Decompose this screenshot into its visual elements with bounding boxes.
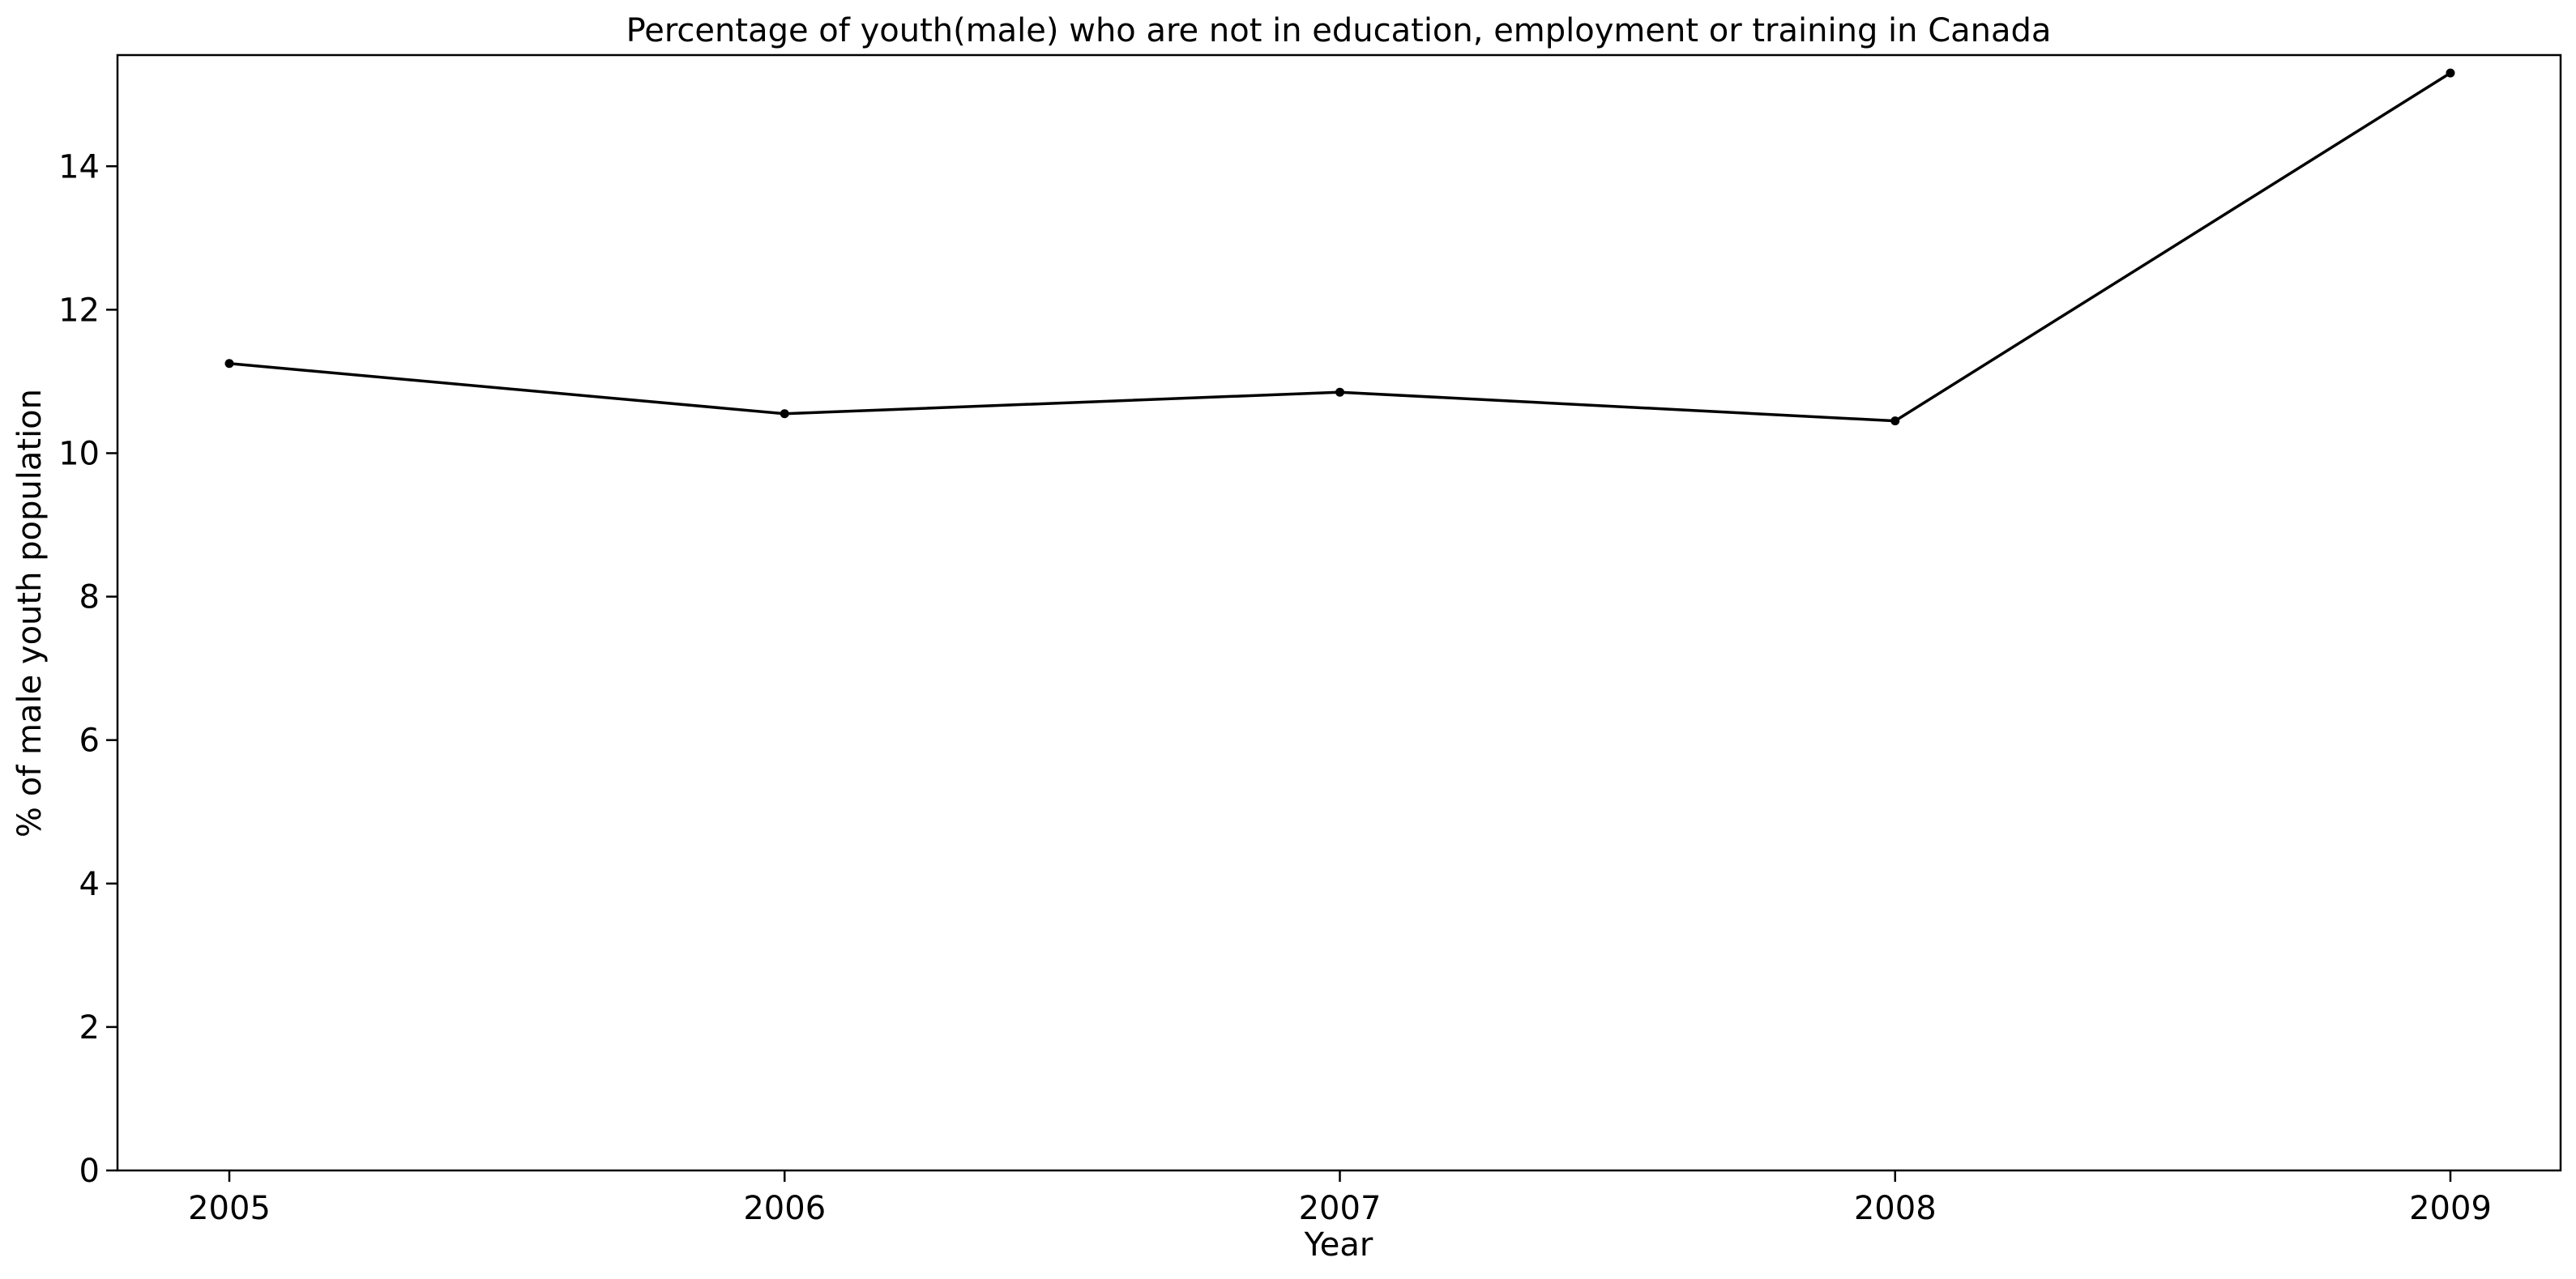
data-point [1335, 387, 1344, 397]
y-tick-label: 12 [58, 292, 100, 329]
data-point [1890, 416, 1900, 426]
x-tick-label: 2007 [1299, 1190, 1382, 1227]
data-point [2446, 68, 2455, 78]
x-axis-label: Year [1304, 1226, 1373, 1264]
y-tick-label: 2 [79, 1009, 100, 1047]
x-tick-label: 2009 [2409, 1190, 2492, 1227]
data-point [224, 359, 234, 369]
x-tick-label: 2008 [1854, 1190, 1937, 1227]
x-tick-label: 2006 [743, 1190, 826, 1227]
y-tick-label: 14 [58, 148, 100, 185]
y-tick-label: 6 [79, 723, 100, 760]
y-tick-label: 10 [58, 435, 100, 472]
y-tick-label: 8 [79, 579, 100, 616]
x-axis-ticks: 2005 2006 2007 2008 2009 [188, 1170, 2492, 1227]
x-tick-label: 2005 [188, 1190, 271, 1227]
y-axis-ticks: 0 2 4 6 8 10 12 14 [58, 148, 117, 1190]
y-axis-label: % of male youth population [11, 389, 49, 838]
chart-title: Percentage of youth(male) who are not in… [626, 12, 2052, 49]
data-series [224, 68, 2455, 426]
y-tick-label: 0 [79, 1153, 100, 1190]
data-point [780, 409, 789, 419]
y-tick-label: 4 [79, 866, 100, 903]
